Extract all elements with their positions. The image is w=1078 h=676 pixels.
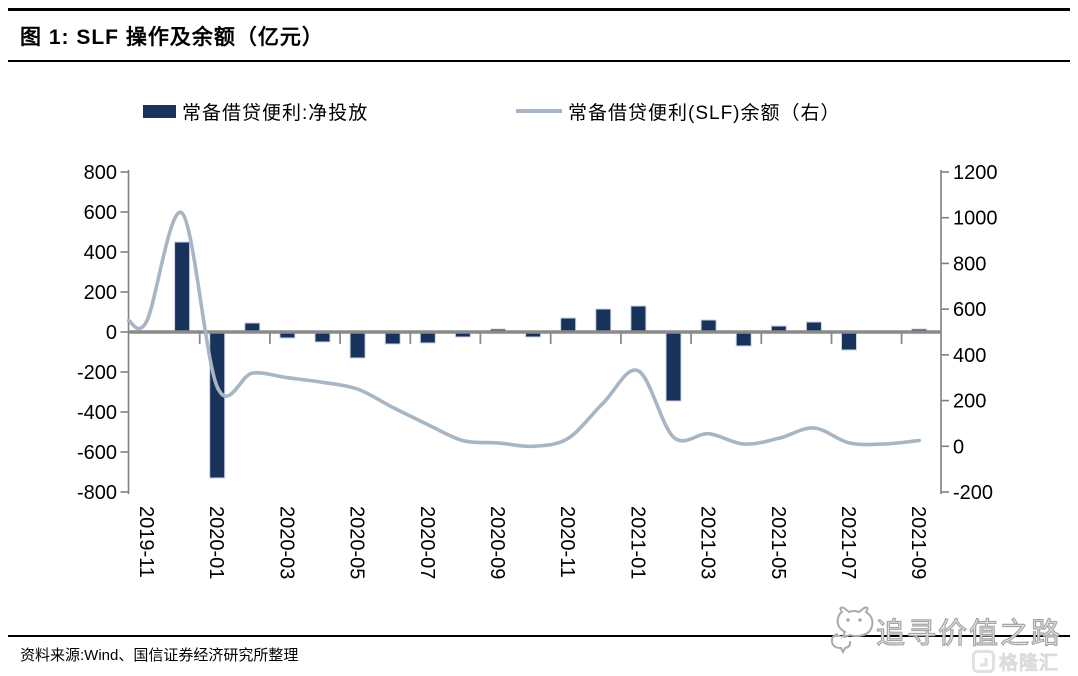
bar-2020-01 — [209, 331, 226, 479]
left-axis-tick-label: -400 — [77, 402, 117, 424]
x-axis-label: 2021-07 — [837, 506, 859, 579]
source-note: 资料来源:Wind、国信证券经济研究所整理 — [20, 647, 299, 664]
bar-2020-05 — [349, 331, 366, 359]
x-axis-label: 2020-05 — [346, 506, 368, 579]
right-axis-tick-label: 1200 — [953, 162, 998, 184]
gelonghui-logo-text: 格隆汇 — [999, 653, 1060, 675]
legend-label: 常备借贷便利:净投放 — [182, 102, 369, 124]
right-axis-tick-label: 400 — [953, 345, 986, 367]
wechat-bubble-icon — [830, 606, 874, 654]
top-rule — [8, 8, 1070, 11]
bar-series-swatch — [143, 104, 176, 118]
right-axis-tick-label: 200 — [953, 391, 986, 413]
right-axis-tick-label: 0 — [953, 436, 964, 458]
x-axis-label: 2020-01 — [205, 506, 227, 579]
legend-label: 常备借贷便利(SLF)余额（右） — [568, 102, 841, 124]
line-series-swatch — [516, 109, 562, 113]
right-axis-tick-label: 800 — [953, 253, 986, 275]
x-axis-label: 2021-05 — [767, 506, 789, 579]
left-axis-tick-label: 400 — [84, 242, 117, 264]
x-axis-label: 2020-09 — [486, 506, 508, 579]
x-axis-label: 2021-03 — [697, 506, 719, 579]
bar-2021-02 — [665, 331, 682, 402]
watermark-text: 追寻价值之路 — [875, 617, 1063, 650]
x-axis-label: 2019-11 — [135, 506, 157, 578]
bar-2021-04 — [735, 331, 752, 347]
left-axis-tick-label: 800 — [84, 162, 117, 184]
bar-2020-11 — [560, 317, 577, 333]
right-axis-tick-label: 600 — [953, 299, 986, 321]
slf-balance-line — [126, 210, 921, 449]
right-axis-tick-label: -200 — [953, 482, 993, 504]
bar-2021-01 — [630, 305, 647, 333]
left-axis-tick-label: -600 — [77, 442, 117, 464]
x-axis-label: 2020-07 — [416, 506, 438, 579]
legend-item-slf-balance: 常备借贷便利(SLF)余额（右） — [516, 96, 841, 126]
bar-2019-12 — [174, 241, 191, 333]
gelonghui-icon — [972, 650, 995, 673]
figure-title: 图 1: SLF 操作及余额（亿元） — [20, 26, 324, 49]
bar-2020-12 — [595, 308, 612, 333]
left-axis-tick-label: -200 — [77, 362, 117, 384]
chart-legend: 常备借贷便利:净投放 常备借贷便利(SLF)余额（右） — [0, 96, 1078, 126]
left-axis-tick-label: 200 — [84, 282, 117, 304]
left-axis-tick-label: -800 — [77, 482, 117, 504]
x-axis-label: 2021-01 — [626, 506, 648, 579]
x-axis-label: 2021-09 — [907, 506, 929, 579]
x-axis-label: 2020-11 — [556, 506, 578, 578]
legend-item-net-injection: 常备借贷便利:净投放 — [143, 96, 368, 126]
left-axis-tick-label: 0 — [106, 322, 117, 344]
left-axis-tick-label: 600 — [84, 202, 117, 224]
gelonghui-logo: 格隆汇 — [972, 648, 1059, 675]
right-axis-tick-label: 1000 — [953, 208, 998, 230]
x-axis-label: 2020-03 — [275, 506, 297, 579]
title-divider-rule — [8, 60, 1070, 62]
bar-2021-07 — [841, 331, 857, 351]
footer-rule — [8, 635, 1070, 637]
